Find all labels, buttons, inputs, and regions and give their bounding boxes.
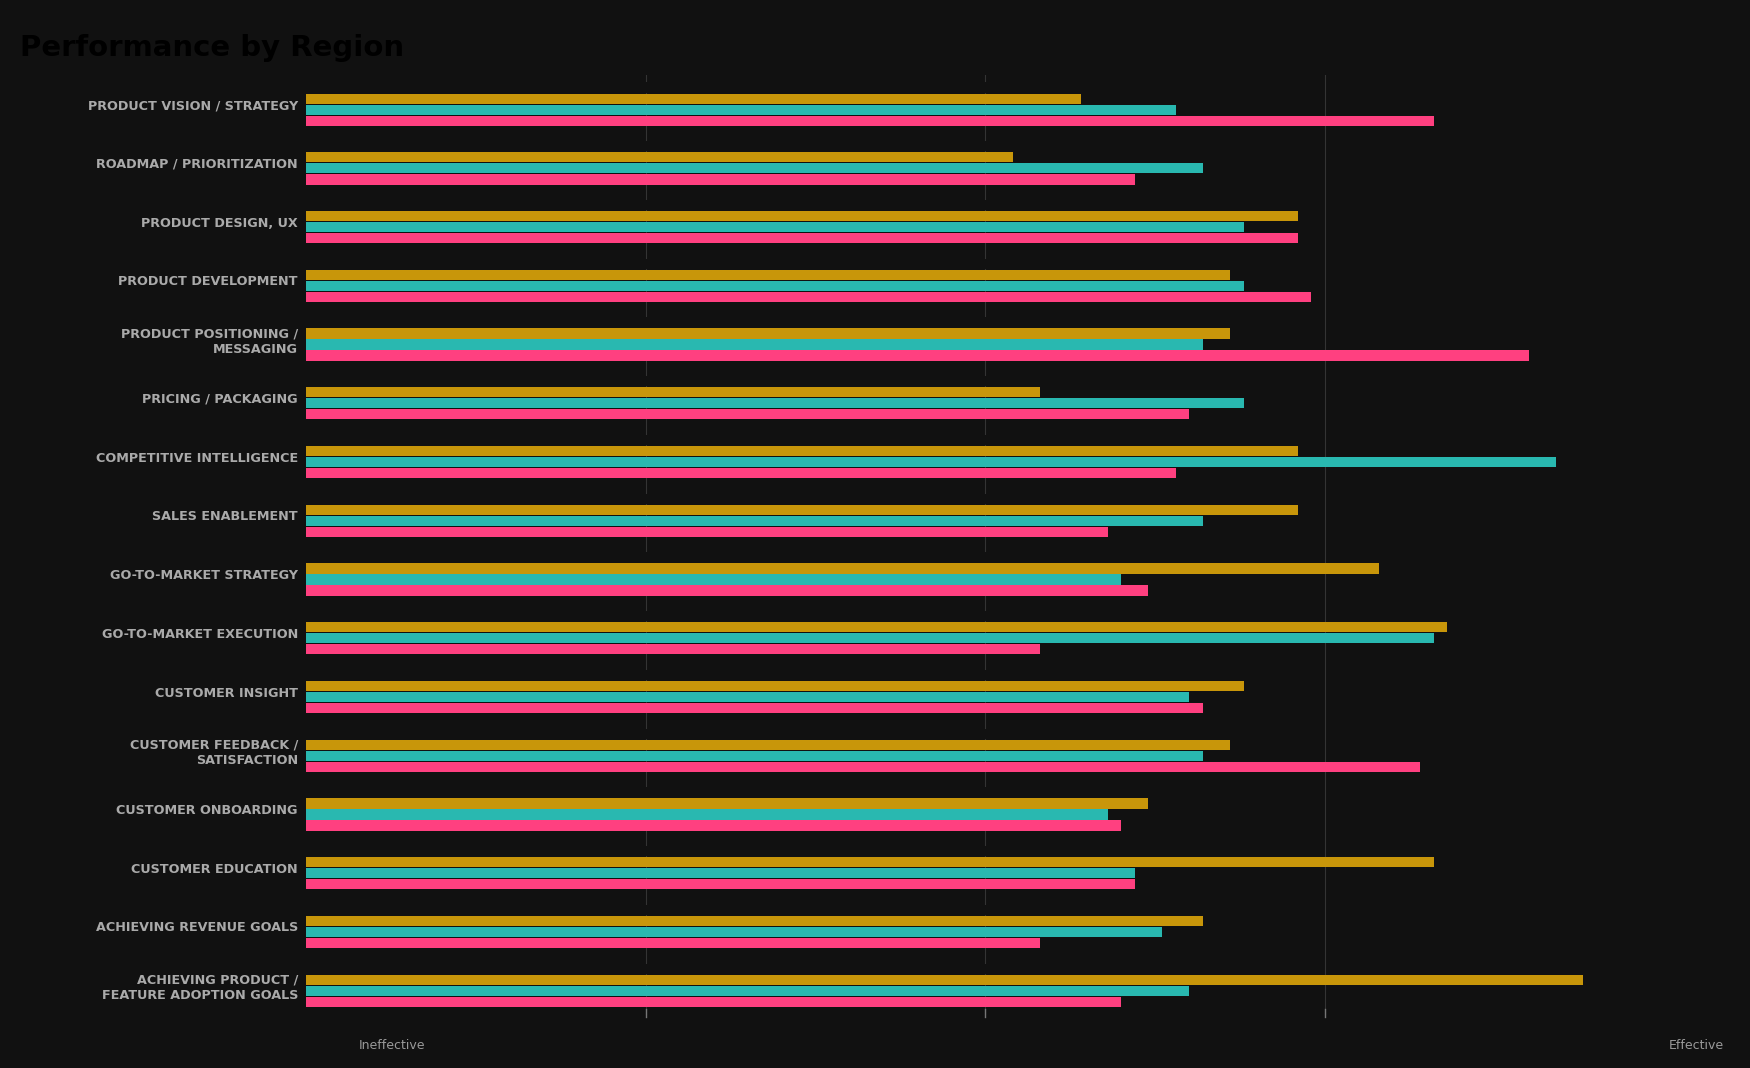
Bar: [306, 340, 1202, 349]
Bar: [306, 105, 1176, 114]
Bar: [306, 564, 1379, 574]
Bar: [306, 703, 1202, 713]
Bar: [306, 986, 1190, 995]
Bar: [306, 670, 1244, 680]
Bar: [306, 879, 1134, 890]
Bar: [306, 350, 1530, 361]
Bar: [306, 751, 1202, 760]
Bar: [306, 200, 1122, 210]
Bar: [306, 82, 1040, 93]
Bar: [306, 329, 1230, 339]
Bar: [306, 435, 1230, 445]
Bar: [306, 575, 1122, 584]
Bar: [306, 516, 1202, 525]
Bar: [306, 846, 1148, 857]
Bar: [306, 115, 1433, 126]
Bar: [306, 728, 999, 739]
Bar: [306, 927, 1162, 937]
Bar: [306, 317, 999, 328]
Bar: [306, 457, 1556, 467]
Bar: [306, 163, 1202, 173]
Bar: [306, 409, 1190, 420]
Bar: [306, 975, 1584, 985]
Bar: [306, 916, 1202, 926]
Bar: [306, 94, 1080, 104]
Bar: [306, 820, 1122, 831]
Bar: [306, 623, 1447, 632]
Bar: [306, 905, 1148, 915]
Bar: [306, 493, 1094, 504]
Bar: [306, 281, 1244, 290]
Bar: [306, 585, 1148, 596]
Bar: [306, 222, 1244, 232]
Bar: [306, 211, 1298, 221]
Text: Ineffective: Ineffective: [359, 1039, 425, 1052]
Bar: [306, 270, 1230, 280]
Bar: [306, 233, 1298, 244]
Bar: [306, 527, 1108, 537]
Bar: [306, 153, 1013, 162]
Bar: [306, 446, 1298, 456]
Bar: [306, 681, 1244, 691]
Bar: [306, 292, 1311, 302]
Bar: [306, 505, 1298, 515]
Bar: [306, 868, 1134, 878]
Bar: [306, 692, 1190, 702]
Bar: [306, 376, 1040, 387]
Text: Performance by Region: Performance by Region: [21, 34, 404, 62]
Bar: [306, 996, 1122, 1007]
Bar: [306, 141, 1298, 152]
Bar: [306, 799, 1148, 808]
Bar: [306, 858, 1433, 867]
Bar: [306, 963, 1230, 974]
Bar: [306, 644, 1040, 655]
Bar: [306, 552, 1148, 563]
Bar: [306, 398, 1244, 408]
Bar: [306, 761, 1419, 772]
Bar: [306, 810, 1108, 819]
Text: Effective: Effective: [1670, 1039, 1724, 1052]
Bar: [306, 938, 1040, 948]
Bar: [306, 633, 1433, 643]
Bar: [306, 468, 1176, 478]
Bar: [306, 388, 1040, 397]
Bar: [306, 611, 1040, 622]
Bar: [306, 174, 1134, 185]
Bar: [306, 258, 1122, 269]
Bar: [306, 787, 1080, 798]
Bar: [306, 740, 1230, 750]
